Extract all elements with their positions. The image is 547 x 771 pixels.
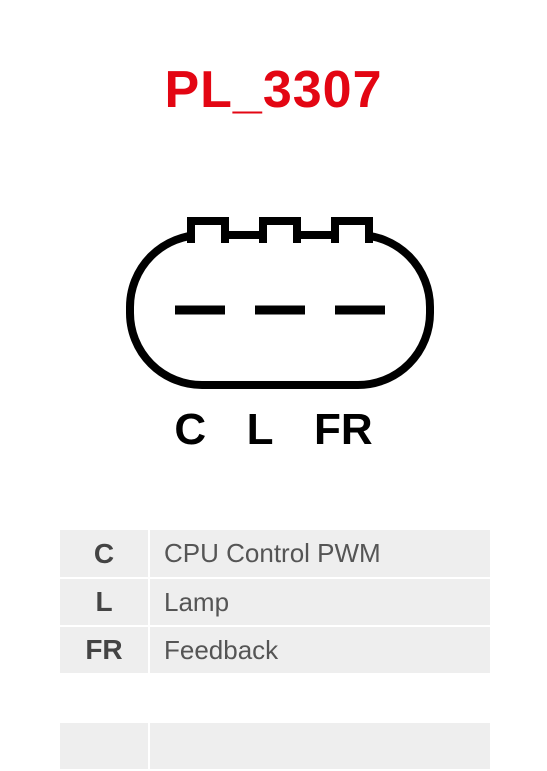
legend-symbol: L <box>60 578 149 626</box>
legend-symbol: C <box>60 530 149 578</box>
legend-symbol: FR <box>60 626 149 674</box>
pin-label-c: C <box>174 405 206 455</box>
legend-desc: Lamp <box>149 578 490 626</box>
legend-desc: Feedback <box>149 626 490 674</box>
pin-labels-row: C L FR <box>0 405 547 455</box>
diagram-title: PL_3307 <box>0 60 547 120</box>
pin-label-l: L <box>247 405 274 455</box>
legend-table: C CPU Control PWM L Lamp FR Feedback <box>60 530 490 771</box>
legend-row: C CPU Control PWM <box>60 530 490 578</box>
pin-label-fr: FR <box>314 405 373 455</box>
legend-symbol-empty <box>60 722 149 770</box>
legend-row: L Lamp <box>60 578 490 626</box>
legend-desc: CPU Control PWM <box>149 530 490 578</box>
legend-desc-empty <box>149 722 490 770</box>
legend-row-empty <box>60 722 490 770</box>
legend-row: FR Feedback <box>60 626 490 674</box>
